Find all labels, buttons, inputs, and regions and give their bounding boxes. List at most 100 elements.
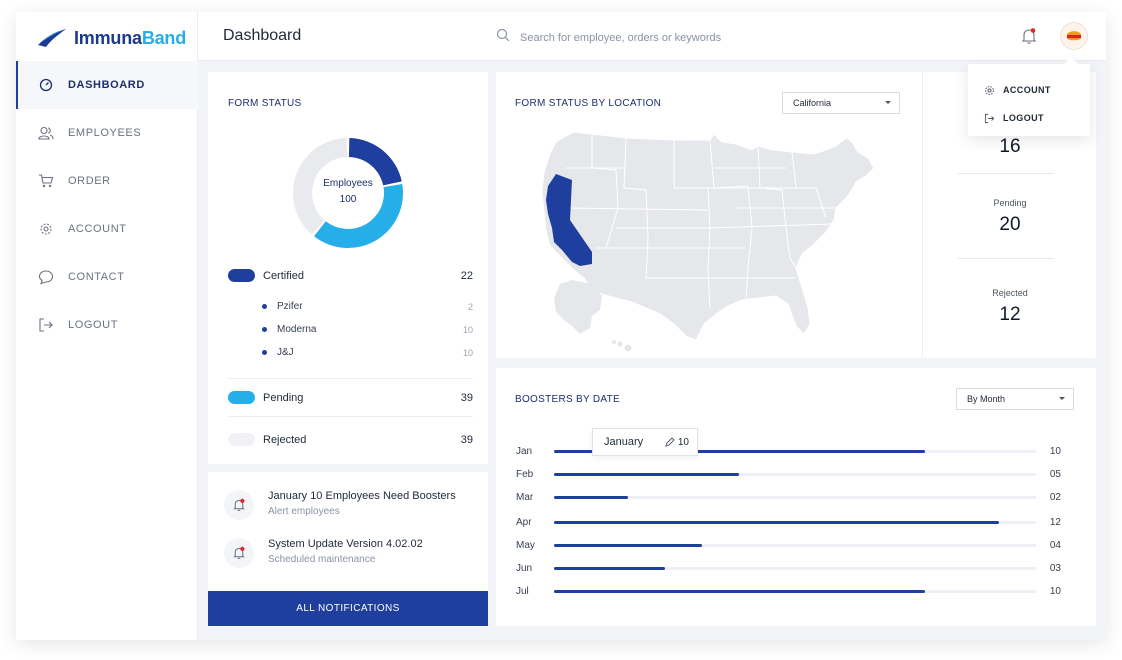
logo[interactable]: ImmunaBand xyxy=(36,24,186,52)
app-frame: ImmunaBand DASHBOARD EMPLOYEES ORDER ACC… xyxy=(16,12,1106,640)
bar-fill[interactable] xyxy=(554,449,925,453)
hawaii-shape xyxy=(612,340,632,352)
donut-slice-rejected[interactable] xyxy=(293,138,348,235)
period-select[interactable]: By Month xyxy=(956,388,1074,410)
form-status-title: FORM STATUS xyxy=(228,98,302,109)
divider xyxy=(958,173,1054,174)
divider xyxy=(228,378,473,379)
bar-row-may[interactable]: May 04 xyxy=(516,538,1061,552)
rejected-swatch xyxy=(228,433,255,446)
sidebar-item-logout[interactable]: LOGOUT xyxy=(16,301,198,349)
donut-slice-certified[interactable] xyxy=(348,138,402,186)
state-select[interactable]: California xyxy=(782,92,900,114)
pencil-icon xyxy=(665,437,675,447)
donut-center-label: Employees xyxy=(323,178,373,189)
vaccine-value: 2 xyxy=(467,301,473,312)
sidebar-item-contact[interactable]: CONTACT xyxy=(16,253,198,301)
vaccine-value: 10 xyxy=(462,324,473,335)
vaccine-name: Pzifer xyxy=(277,301,303,312)
donut-slice-pending[interactable] xyxy=(314,184,403,248)
california-highlight xyxy=(546,174,592,266)
bar-fill[interactable] xyxy=(554,566,666,570)
sidebar-item-label: LOGOUT xyxy=(68,319,119,331)
legend-rejected[interactable]: Rejected 39 xyxy=(228,433,473,446)
divider xyxy=(958,258,1054,259)
notification-bell[interactable] xyxy=(1021,27,1037,50)
sidebar: ImmunaBand DASHBOARD EMPLOYEES ORDER ACC… xyxy=(16,12,198,640)
sidebar-item-label: EMPLOYEES xyxy=(68,127,142,139)
bar-row-apr[interactable]: Apr 12 xyxy=(516,515,1061,529)
notification-item[interactable]: January 10 Employees Need Boosters Alert… xyxy=(224,490,456,520)
vaccine-value: 10 xyxy=(462,347,473,358)
bullet-dot xyxy=(262,327,267,332)
bar-category-label: Apr xyxy=(516,516,532,528)
bar-fill[interactable] xyxy=(554,472,740,476)
sidebar-item-dashboard[interactable]: DASHBOARD xyxy=(16,61,198,109)
bar-track xyxy=(554,566,1036,570)
stat-value: 12 xyxy=(999,304,1021,325)
tooltip-value-text: 10 xyxy=(677,436,689,448)
boosters-card: BOOSTERS BY DATE By Month Jan 10 Feb 05 Mar 0… xyxy=(496,368,1096,626)
sidebar-item-employees[interactable]: EMPLOYEES xyxy=(16,109,198,157)
notification-title: January 10 Employees Need Boosters xyxy=(268,490,456,502)
vaccine-row-jj: J&J 10 xyxy=(262,347,473,358)
bar-fill[interactable] xyxy=(554,520,999,524)
alaska-shape xyxy=(554,280,602,334)
boosters-title: BOOSTERS BY DATE xyxy=(515,394,621,405)
bell-icon xyxy=(224,538,254,568)
location-card: FORM STATUS BY LOCATION California 16 xyxy=(496,72,1096,358)
bar-value-label: 02 xyxy=(1049,491,1061,503)
location-title: FORM STATUS BY LOCATION xyxy=(515,98,662,109)
page-title: Dashboard xyxy=(223,27,302,44)
chat-icon xyxy=(38,269,54,285)
notification-subtitle: Alert employees xyxy=(268,506,340,517)
bar-row-feb[interactable]: Feb 05 xyxy=(516,467,1061,481)
bar-row-jul[interactable]: Jul 10 xyxy=(516,584,1061,598)
bar-row-jun[interactable]: Jun 03 xyxy=(516,561,1061,575)
top-header: Dashboard Search for employee, orders or… xyxy=(198,12,1106,61)
legend-label: Pending xyxy=(263,391,304,404)
tooltip-label: January xyxy=(604,436,644,448)
bar-category-label: Mar xyxy=(516,491,534,503)
legend-value: 39 xyxy=(460,433,473,446)
legend-value: 39 xyxy=(460,391,473,404)
sidebar-item-account[interactable]: ACCOUNT xyxy=(16,205,198,253)
stat-pending: Pending 20 xyxy=(923,198,1097,236)
stat-label: Pending xyxy=(993,198,1027,208)
gear-icon xyxy=(984,85,995,96)
bar-value-label: 05 xyxy=(1049,468,1061,480)
divider xyxy=(228,416,473,417)
sidebar-item-label: ORDER xyxy=(68,175,111,187)
bar-fill[interactable] xyxy=(554,589,925,593)
legend-pending[interactable]: Pending 39 xyxy=(228,391,473,404)
dropdown-item-account[interactable]: ACCOUNT xyxy=(968,76,1090,104)
bar-value-label: 03 xyxy=(1049,562,1061,574)
usa-landmass xyxy=(541,131,875,341)
sidebar-item-order[interactable]: ORDER xyxy=(16,157,198,205)
bar-value-label: 12 xyxy=(1049,516,1061,528)
all-notifications-button[interactable]: ALL NOTIFICATIONS xyxy=(208,591,488,626)
location-map-panel: FORM STATUS BY LOCATION California xyxy=(496,72,921,358)
logo-text: ImmunaBand xyxy=(74,27,187,48)
gear-icon xyxy=(38,221,54,237)
notification-title: System Update Version 4.02.02 xyxy=(268,538,423,550)
stat-label: Rejected xyxy=(992,288,1028,298)
dropdown-item-logout[interactable]: LOGOUT xyxy=(968,104,1090,132)
bar-track xyxy=(554,495,1036,499)
legend-certified[interactable]: Certified 22 xyxy=(228,269,473,282)
certified-swatch xyxy=(228,269,255,282)
notifications-card: January 10 Employees Need Boosters Alert… xyxy=(208,472,488,626)
bar-row-mar[interactable]: Mar 02 xyxy=(516,490,1061,504)
search-input[interactable]: Search for employee, orders or keywords xyxy=(520,31,722,44)
bar-fill[interactable] xyxy=(554,543,703,547)
vaccine-row-pzifer: Pzifer 2 xyxy=(262,301,473,312)
stat-rejected: Rejected 12 xyxy=(923,288,1097,326)
bar-track xyxy=(554,472,1036,476)
notification-item[interactable]: System Update Version 4.02.02 Scheduled … xyxy=(224,538,423,568)
avatar[interactable] xyxy=(1060,22,1088,50)
legend-value: 22 xyxy=(460,269,473,282)
bar-category-label: Feb xyxy=(516,468,534,480)
bar-row-jan[interactable]: Jan 10 xyxy=(516,444,1061,458)
search-bar[interactable]: Search for employee, orders or keywords xyxy=(496,28,721,47)
bar-fill[interactable] xyxy=(554,495,629,499)
